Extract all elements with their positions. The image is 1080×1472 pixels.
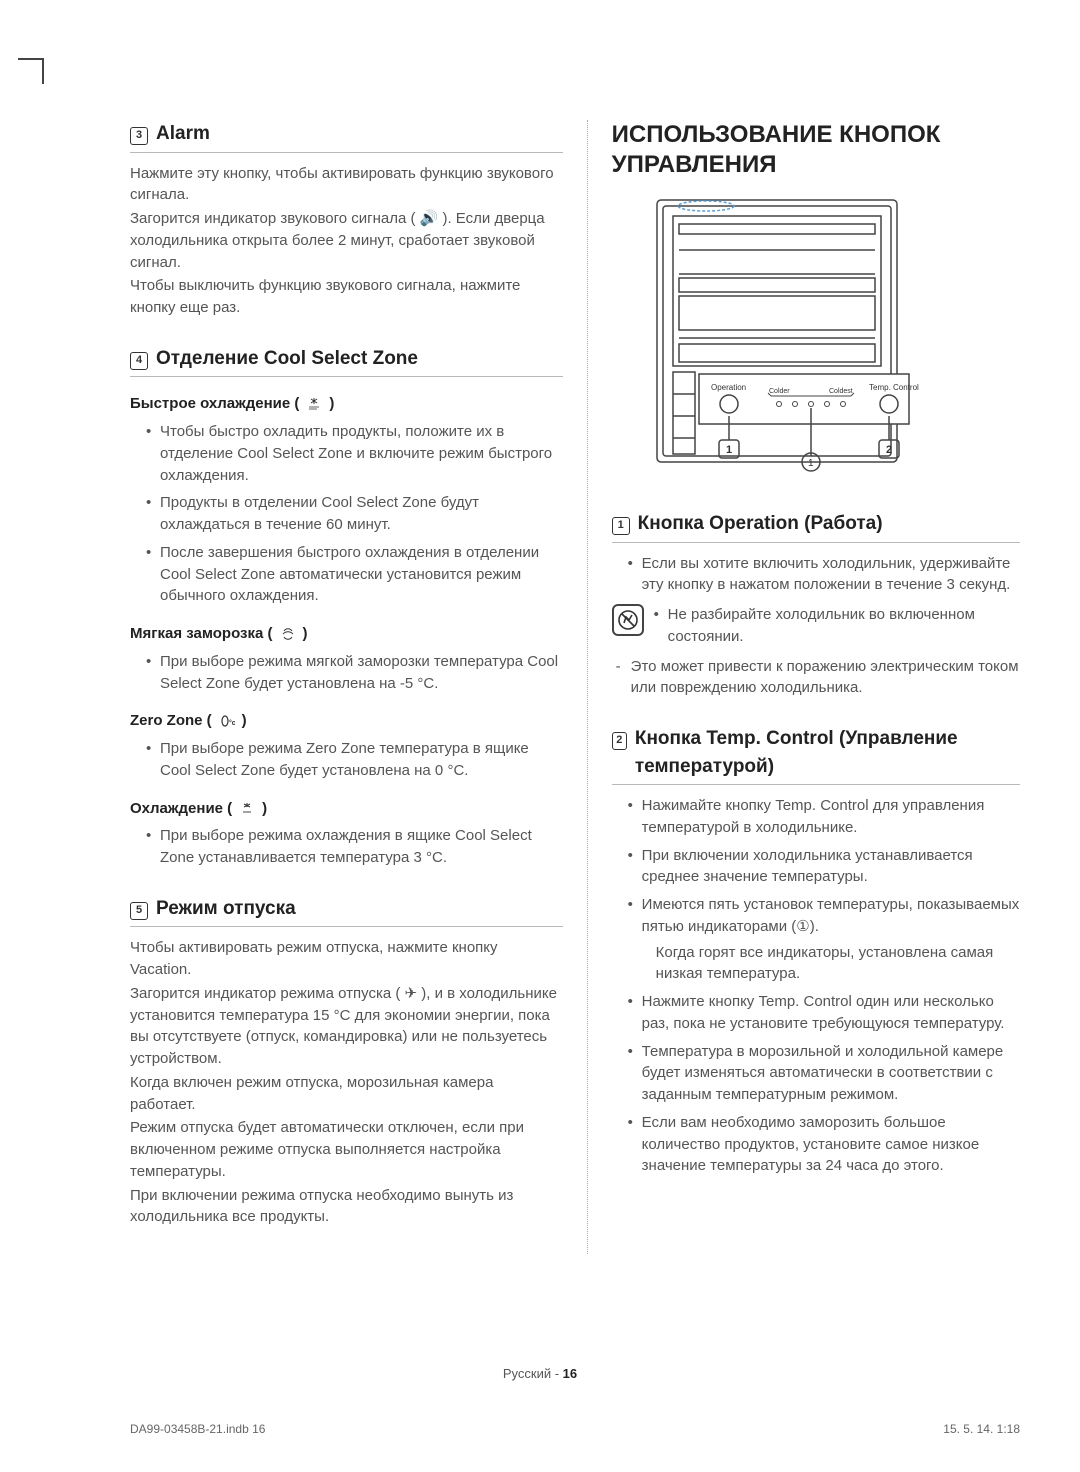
section-cool-select: 4 Отделение Cool Select Zone Быстрое охл… xyxy=(130,345,563,869)
step-num-4: 4 xyxy=(130,352,148,370)
section-vacation: 5 Режим отпуска Чтобы активировать режим… xyxy=(130,895,563,1228)
svg-text:°c: °c xyxy=(229,719,235,727)
list-item: После завершения быстрого охлаждения в о… xyxy=(146,542,563,607)
label-close: ) xyxy=(242,710,247,732)
label: Zero Zone ( xyxy=(130,710,212,732)
step-num-2: 2 xyxy=(612,732,627,750)
warning-block: Не разбирайте холодильник во включенном … xyxy=(612,604,1020,654)
warn-bullet-list: Не разбирайте холодильник во включенном … xyxy=(654,604,1020,648)
vacation-p1: Чтобы активировать режим отпуска, нажмит… xyxy=(130,937,563,981)
print-mark: DA99-03458B-21.indb 16 15. 5. 14. 1:18 xyxy=(130,1421,1020,1438)
subhead-zero-zone: Zero Zone ( °c ) xyxy=(130,710,563,732)
heading-operation: 1 Кнопка Operation (Работа) xyxy=(612,510,1020,543)
heading-text: Отделение Cool Select Zone xyxy=(156,345,418,373)
list-item: При включении холодильника устанавливает… xyxy=(628,845,1020,889)
crop-mark xyxy=(18,58,44,60)
snowflake-lines-icon xyxy=(305,397,323,411)
printmark-left: DA99-03458B-21.indb 16 xyxy=(130,1421,265,1438)
heading-alarm: 3 Alarm xyxy=(130,120,563,153)
alarm-p3: Чтобы выключить функцию звукового сигнал… xyxy=(130,275,563,319)
heading-cool-select: 4 Отделение Cool Select Zone xyxy=(130,345,563,378)
fig-operation-label: Operation xyxy=(711,383,746,392)
warn-dash-item: - Это может привести к поражению электри… xyxy=(612,656,1020,700)
fast-cool-list: Чтобы быстро охладить продукты, положите… xyxy=(130,421,563,607)
vacation-p4: Режим отпуска будет автоматически отключ… xyxy=(130,1117,563,1182)
list-item: Чтобы быстро охладить продукты, положите… xyxy=(146,421,563,486)
fig-circled-1: 1 xyxy=(808,458,814,469)
soft-freeze-icon xyxy=(279,627,297,641)
list-item: При выборе режима охлаждения в ящике Coo… xyxy=(146,825,563,869)
list-item: При выборе режима мягкой заморозки темпе… xyxy=(146,651,563,695)
section-title-controls: ИСПОЛЬЗОВАНИЕ КНОПОК УПРАВЛЕНИЯ xyxy=(612,120,1020,180)
section-temp-control: 2 Кнопка Temp. Control (Управление темпе… xyxy=(612,725,1020,1177)
fig-colder-label: Colder xyxy=(769,388,790,395)
subhead-soft-freeze: Мягкая заморозка ( ) xyxy=(130,623,563,645)
dash: - xyxy=(616,656,621,700)
fig-temp-label: Temp. Control xyxy=(869,383,919,392)
subhead-fast-cool: Быстрое охлаждение ( ) xyxy=(130,393,563,415)
heading-vacation: 5 Режим отпуска xyxy=(130,895,563,928)
temp-note: Когда горят все индикаторы, установлена … xyxy=(642,942,1020,986)
vacation-p2: Загорится индикатор режима отпуска ( ✈ )… xyxy=(130,983,563,1070)
alarm-p1: Нажмите эту кнопку, чтобы активировать ф… xyxy=(130,163,563,207)
footer-page-num: 16 xyxy=(563,1366,577,1381)
vacation-p3: Когда включен режим отпуска, морозильная… xyxy=(130,1072,563,1116)
label-close: ) xyxy=(262,798,267,820)
fridge-diagram: Operation Temp. Control Colder Coldest 1… xyxy=(651,194,981,494)
label-close: ) xyxy=(303,623,308,645)
alarm-p2: Загорится индикатор звукового сигнала ( … xyxy=(130,208,563,273)
heading-text: Alarm xyxy=(156,120,210,148)
soft-freeze-list: При выборе режима мягкой заморозки темпе… xyxy=(130,651,563,695)
subhead-cool: Охлаждение ( ) xyxy=(130,798,563,820)
right-column: ИСПОЛЬЗОВАНИЕ КНОПОК УПРАВЛЕНИЯ xyxy=(587,120,1020,1254)
list-item: Если вам необходимо заморозить большое к… xyxy=(628,1112,1020,1177)
zero-zone-list: При выборе режима Zero Zone температура … xyxy=(130,738,563,782)
label: Охлаждение ( xyxy=(130,798,232,820)
no-disassemble-icon xyxy=(612,604,644,636)
list-item: Имеются пять установок температуры, пока… xyxy=(628,894,1020,985)
list-item: Если вы хотите включить холодильник, уде… xyxy=(628,553,1020,597)
page-footer: Русский - 16 xyxy=(0,1365,1080,1384)
fig-callout-2: 2 xyxy=(886,444,892,456)
left-column: 3 Alarm Нажмите эту кнопку, чтобы активи… xyxy=(130,120,563,1254)
section-alarm: 3 Alarm Нажмите эту кнопку, чтобы активи… xyxy=(130,120,563,319)
fig-coldest-label: Coldest xyxy=(829,388,853,395)
zero-zone-icon: °c xyxy=(218,714,236,728)
page-content: 3 Alarm Нажмите эту кнопку, чтобы активи… xyxy=(0,0,1080,1304)
heading-text: Кнопка Temp. Control (Управление темпера… xyxy=(635,725,1020,780)
vacation-p5: При включении режима отпуска необходимо … xyxy=(130,1185,563,1229)
list-item: При выборе режима Zero Zone температура … xyxy=(146,738,563,782)
printmark-right: 15. 5. 14. 1:18 xyxy=(943,1421,1020,1438)
step-num-1: 1 xyxy=(612,517,630,535)
label-close: ) xyxy=(329,393,334,415)
heading-text: Режим отпуска xyxy=(156,895,296,923)
list-item: Продукты в отделении Cool Select Zone бу… xyxy=(146,492,563,536)
list-item: Нажимайте кнопку Temp. Control для управ… xyxy=(628,795,1020,839)
temp-list: Нажимайте кнопку Temp. Control для управ… xyxy=(612,795,1020,1177)
step-num-3: 3 xyxy=(130,127,148,145)
label: Мягкая заморозка ( xyxy=(130,623,273,645)
heading-temp-control: 2 Кнопка Temp. Control (Управление темпе… xyxy=(612,725,1020,785)
list-item: Не разбирайте холодильник во включенном … xyxy=(654,604,1020,648)
step-num-5: 5 xyxy=(130,902,148,920)
heading-text: Кнопка Operation (Работа) xyxy=(638,510,883,538)
operation-list: Если вы хотите включить холодильник, уде… xyxy=(612,553,1020,597)
list-item: Температура в морозильной и холодильной … xyxy=(628,1041,1020,1106)
section-operation-button: 1 Кнопка Operation (Работа) Если вы хоти… xyxy=(612,510,1020,699)
cool-icon xyxy=(238,801,256,815)
footer-lang: Русский - xyxy=(503,1366,563,1381)
list-item: Нажмите кнопку Temp. Control один или не… xyxy=(628,991,1020,1035)
cool-list: При выборе режима охлаждения в ящике Coo… xyxy=(130,825,563,869)
fig-callout-1: 1 xyxy=(726,444,732,456)
label: Быстрое охлаждение ( xyxy=(130,393,299,415)
warn-dash-text: Это может привести к поражению электриче… xyxy=(631,656,1020,700)
